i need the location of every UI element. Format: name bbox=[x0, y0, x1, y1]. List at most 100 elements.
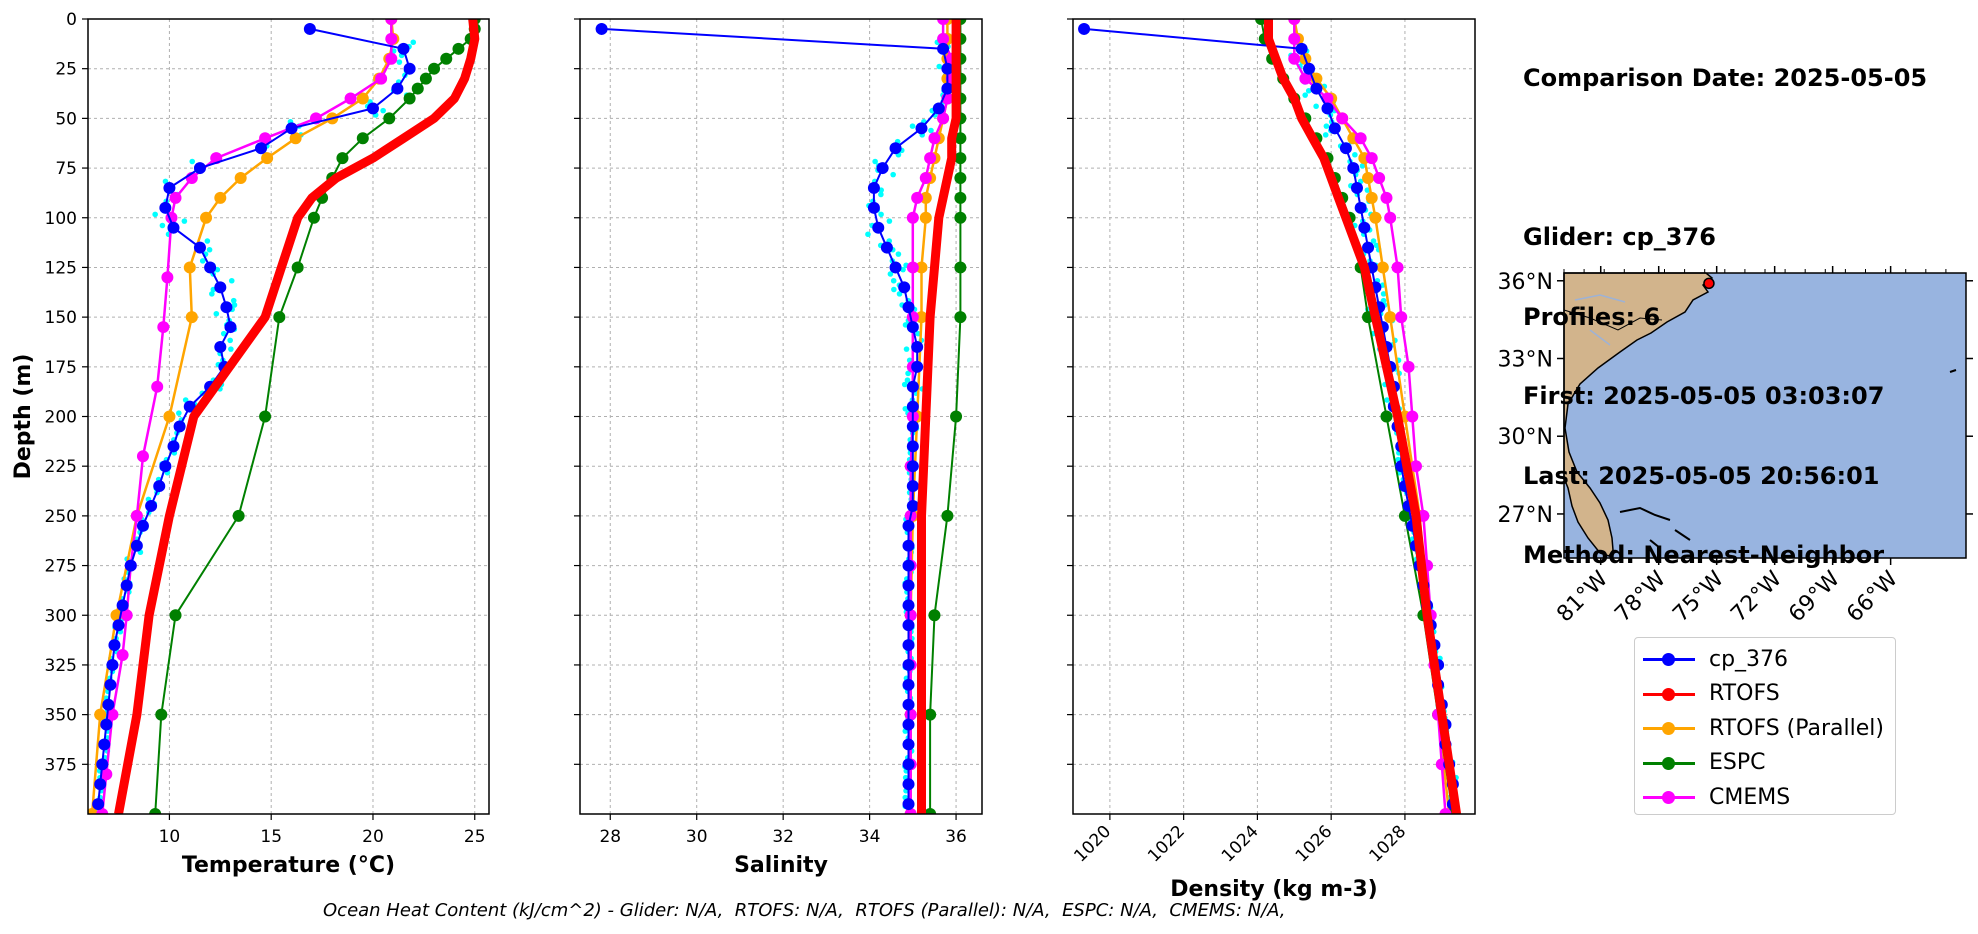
series-point bbox=[112, 619, 125, 632]
raw-point bbox=[1302, 92, 1308, 98]
series-point bbox=[902, 698, 915, 711]
series-line bbox=[917, 19, 961, 814]
series-point bbox=[902, 778, 915, 791]
series-point bbox=[96, 758, 109, 771]
series-point bbox=[102, 698, 115, 711]
series-point bbox=[167, 221, 180, 234]
series-point bbox=[902, 718, 915, 731]
legend-swatch bbox=[1643, 753, 1695, 773]
glider-location-marker bbox=[1703, 277, 1715, 290]
series-point bbox=[1384, 211, 1397, 224]
series-point bbox=[1362, 172, 1375, 184]
series-point bbox=[92, 798, 105, 811]
x-tick-label: 1026 bbox=[1292, 822, 1337, 867]
raw-point bbox=[1359, 163, 1366, 169]
footer-ohc: Ocean Heat Content (kJ/cm^2) - Glider: N… bbox=[323, 900, 1286, 921]
series-point bbox=[149, 808, 162, 814]
raw-point bbox=[231, 302, 238, 308]
raw-point bbox=[878, 211, 884, 218]
series-point bbox=[440, 52, 453, 65]
series-point bbox=[902, 678, 915, 691]
series-point bbox=[385, 52, 398, 65]
x-tick-label: 32 bbox=[772, 827, 794, 847]
x-tick-label: 20 bbox=[362, 827, 384, 847]
raw-point bbox=[890, 171, 896, 178]
series-point bbox=[1354, 132, 1367, 145]
series-point bbox=[1380, 191, 1393, 204]
raw-point bbox=[228, 277, 235, 284]
series-point bbox=[1409, 460, 1422, 473]
info-spacer bbox=[1523, 145, 1927, 172]
x-tick-label: 15 bbox=[260, 827, 282, 847]
series-point bbox=[261, 152, 274, 165]
series-point bbox=[356, 92, 369, 105]
raw-point bbox=[896, 291, 903, 297]
raw-point bbox=[909, 123, 916, 129]
raw-point bbox=[865, 231, 871, 238]
x-tick-label: 25 bbox=[464, 827, 486, 847]
series-point bbox=[397, 42, 410, 55]
series-point bbox=[1295, 42, 1308, 55]
series-point bbox=[902, 559, 915, 572]
series-point bbox=[185, 311, 198, 324]
series-point bbox=[155, 708, 168, 721]
islands bbox=[1619, 506, 1691, 549]
y-tick-label: 100 bbox=[45, 209, 77, 229]
series-point bbox=[1303, 62, 1316, 75]
series-point bbox=[1365, 152, 1378, 165]
series-point bbox=[161, 271, 174, 284]
raw-point bbox=[1313, 103, 1319, 110]
series-point bbox=[200, 211, 213, 224]
series-point bbox=[924, 152, 937, 165]
first-time: First: 2025-05-05 03:03:07 bbox=[1523, 382, 1885, 410]
series-point bbox=[120, 609, 133, 622]
x-axis-label: Temperature (°C) bbox=[182, 853, 395, 878]
series-point bbox=[876, 162, 889, 175]
series-point bbox=[157, 321, 170, 334]
series-point bbox=[108, 639, 121, 652]
raw-point bbox=[227, 337, 233, 344]
series-point bbox=[366, 102, 379, 115]
series-point bbox=[950, 410, 963, 423]
series-point bbox=[383, 112, 396, 125]
series-point bbox=[919, 211, 932, 224]
series-point bbox=[106, 708, 119, 721]
series-point bbox=[183, 400, 196, 413]
y-tick-label: 300 bbox=[45, 606, 77, 626]
series-point bbox=[1365, 191, 1378, 204]
series-point bbox=[88, 808, 99, 814]
series-cp-376 bbox=[595, 22, 954, 811]
series-point bbox=[104, 678, 117, 691]
raw-point bbox=[895, 251, 902, 257]
raw-point bbox=[905, 370, 911, 377]
series-point bbox=[872, 221, 885, 234]
series-point bbox=[169, 191, 182, 204]
series-point bbox=[954, 172, 967, 184]
raw-point bbox=[891, 286, 897, 293]
y-tick-label: 50 bbox=[55, 109, 77, 129]
series-point bbox=[124, 559, 137, 572]
series-point bbox=[303, 22, 316, 35]
x-tick-label: 1024 bbox=[1218, 822, 1263, 867]
series-point bbox=[1362, 241, 1375, 254]
series-point bbox=[153, 480, 166, 493]
series-point bbox=[954, 261, 967, 274]
series-point bbox=[1439, 808, 1452, 814]
series-cmems bbox=[96, 19, 398, 814]
bermuda bbox=[1949, 369, 1957, 373]
legend-item: CMEMS bbox=[1643, 780, 1790, 814]
x-axis-label: Density (kg m-3) bbox=[1170, 877, 1378, 902]
series-point bbox=[403, 62, 416, 75]
raw-point bbox=[410, 39, 417, 46]
method: Method: Nearest-Neighbor bbox=[1523, 541, 1885, 569]
series-point bbox=[232, 509, 245, 522]
series-point bbox=[214, 191, 227, 204]
raw-point bbox=[228, 346, 234, 352]
series-line bbox=[1264, 19, 1462, 814]
series-point bbox=[163, 181, 176, 194]
legend-label: RTOFS (Parallel) bbox=[1709, 715, 1884, 741]
series-point bbox=[902, 579, 915, 592]
legend-swatch bbox=[1643, 718, 1695, 738]
raw-point bbox=[1352, 151, 1358, 158]
